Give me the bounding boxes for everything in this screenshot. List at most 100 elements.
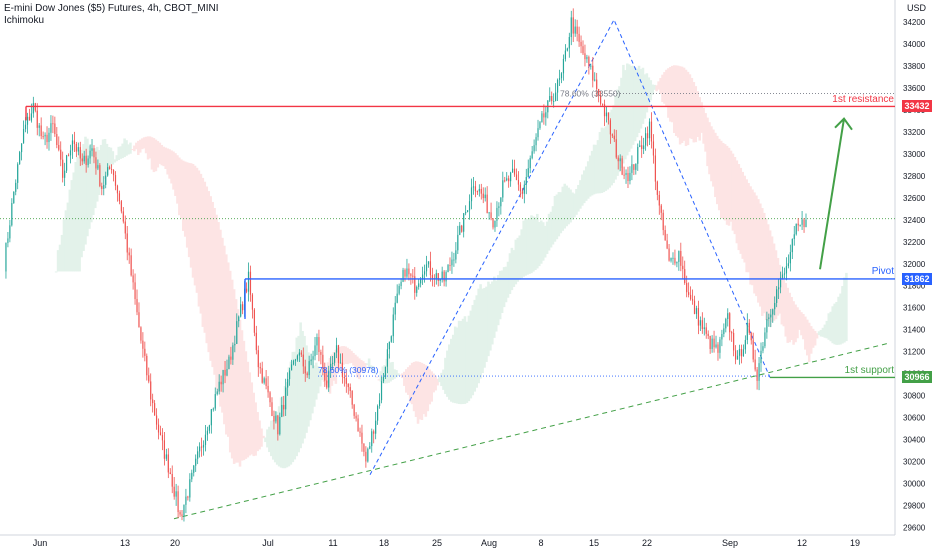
cloud-segment <box>72 172 76 272</box>
cloud-segment <box>764 218 768 321</box>
cloud-segment <box>712 129 715 187</box>
cloud-segment <box>741 171 745 259</box>
candle-body <box>517 179 520 185</box>
candle-body <box>271 402 273 417</box>
cloud-segment <box>629 65 633 149</box>
cloud-segment <box>289 361 293 465</box>
candle-body <box>646 133 649 139</box>
candle-body <box>418 283 420 287</box>
candle-body <box>251 294 254 310</box>
cloud-segment <box>113 159 117 163</box>
candle-body <box>748 322 750 333</box>
cloud-segment <box>790 297 793 340</box>
cloud-segment <box>618 86 621 173</box>
candle-body <box>187 496 189 498</box>
candle-body <box>265 378 267 386</box>
candle-body <box>797 223 799 226</box>
candle-body <box>422 274 424 279</box>
candle-body <box>328 370 330 388</box>
cloud-segment <box>475 295 478 388</box>
candle-body <box>281 404 283 417</box>
candle-body <box>292 360 295 365</box>
cloud-segment <box>569 189 572 223</box>
cloud-segment <box>176 155 179 204</box>
candle-body <box>351 390 353 405</box>
candle-body <box>511 168 514 173</box>
cloud-segment <box>84 136 87 245</box>
candle-body <box>152 399 154 404</box>
candle-body <box>778 287 780 290</box>
cloud-segment <box>829 311 833 342</box>
cloud-segment <box>221 237 224 413</box>
candle-body <box>502 180 504 198</box>
cloud-segment <box>518 235 522 280</box>
candle-body <box>656 181 658 195</box>
candle-body <box>36 110 38 128</box>
candle-body <box>510 172 512 182</box>
candle-body <box>382 376 385 382</box>
candle-body <box>330 363 332 371</box>
candle-body <box>799 224 801 226</box>
cloud-segment <box>105 143 109 175</box>
candle-body <box>729 313 731 333</box>
candle-body <box>87 158 89 166</box>
candle-body <box>500 197 502 207</box>
candle-body <box>738 349 741 356</box>
cloud-segment <box>334 349 338 384</box>
candle-body <box>216 391 218 395</box>
cloud-segment <box>510 247 514 291</box>
x-tick-label: 18 <box>379 538 389 548</box>
cloud-segment <box>455 327 459 404</box>
cloud-segment <box>54 271 58 273</box>
cloud-segment <box>678 66 682 145</box>
cloud-segment <box>365 363 369 365</box>
candle-body <box>695 308 698 314</box>
cloud-segment <box>109 147 113 167</box>
candle-body <box>482 193 484 199</box>
candle-body <box>572 17 574 34</box>
cloud-segment <box>561 186 565 231</box>
candle-body <box>99 165 101 186</box>
cloud-segment <box>170 150 173 184</box>
cloud-segment <box>103 138 107 180</box>
cloud-segment <box>330 354 334 386</box>
candle-body <box>801 219 803 225</box>
cloud-segment <box>680 66 684 143</box>
candle-body <box>273 416 275 422</box>
candle-body <box>48 132 50 143</box>
cloud-segment <box>144 136 148 154</box>
cloud-segment <box>397 373 400 377</box>
cloud-segment <box>571 192 574 220</box>
candle-body <box>384 366 387 377</box>
candle-body <box>120 201 122 212</box>
candle-body <box>504 180 506 182</box>
candle-body <box>459 225 461 235</box>
y-tick-label: 31600 <box>903 304 926 313</box>
y-tick-label: 30400 <box>903 436 926 445</box>
cloud-segment <box>487 281 490 357</box>
candle-body <box>91 148 93 151</box>
candle-body <box>17 164 19 183</box>
cloud-segment <box>336 348 340 374</box>
cloud-segment <box>150 137 154 170</box>
candle-body <box>789 252 791 264</box>
candle-body <box>803 219 805 228</box>
candle-body <box>294 359 297 361</box>
cloud-segment <box>223 245 226 425</box>
candle-body <box>116 185 119 194</box>
candle-body <box>339 362 342 364</box>
cloud-segment <box>117 146 121 160</box>
cloud-segment <box>684 69 688 147</box>
cloud-segment <box>727 147 731 226</box>
cloud-segment <box>653 84 656 90</box>
y-tick-label: 30200 <box>903 458 926 467</box>
candle-body <box>341 362 344 378</box>
candle-body <box>566 48 568 51</box>
candle-body <box>245 288 248 292</box>
candle-body <box>218 381 220 392</box>
cloud-segment <box>541 222 545 261</box>
candle-body <box>590 65 592 67</box>
candle-body <box>242 304 244 311</box>
y-tick-label: 33600 <box>903 84 926 93</box>
